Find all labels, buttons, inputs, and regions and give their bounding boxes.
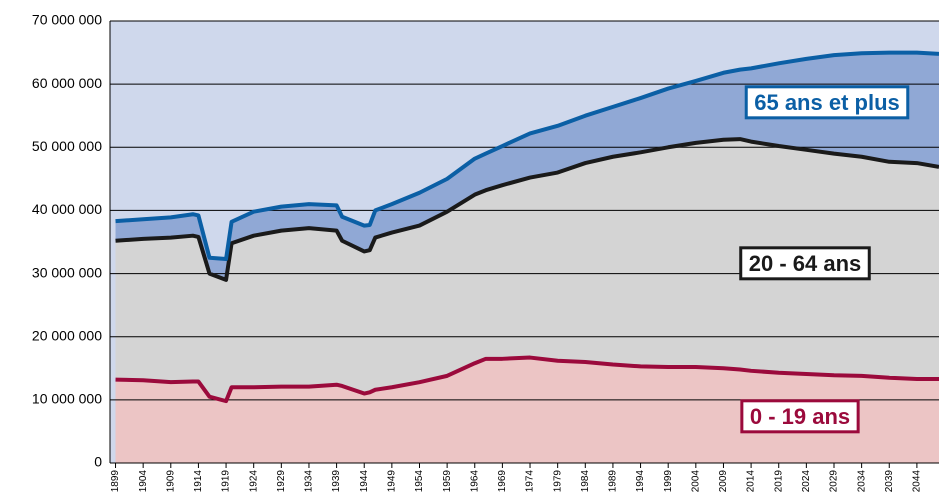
x-tick-label: 2024: [801, 470, 812, 493]
x-tick-label: 1964: [469, 470, 480, 493]
x-tick-label: 1969: [497, 470, 508, 493]
x-tick-label: 2019: [773, 470, 784, 493]
y-tick-label: 20 000 000: [32, 327, 102, 343]
y-tick-label: 60 000 000: [32, 75, 102, 91]
series-label: 65 ans et plus: [744, 85, 910, 120]
y-tick-label: 10 000 000: [32, 391, 102, 407]
x-tick-label: 1954: [414, 470, 425, 493]
series-label-box: [740, 399, 860, 434]
x-tick-label: 1999: [663, 470, 674, 493]
x-tick-label: 1919: [221, 470, 232, 493]
series-label: 0 - 19 ans: [740, 399, 860, 434]
series-label-box: [739, 246, 871, 281]
x-tick-label: 1959: [442, 470, 453, 493]
y-tick-label: 0: [94, 454, 102, 470]
x-tick-label: 1939: [331, 470, 342, 493]
x-tick-label: 2039: [884, 470, 895, 493]
x-tick-label: 2034: [856, 470, 867, 493]
series-label-text: 65 ans et plus: [754, 90, 900, 115]
series-label-text: 0 - 19 ans: [750, 404, 850, 429]
x-tick-label: 1989: [608, 470, 619, 493]
series-line: [115, 137, 939, 282]
series-label-box: [744, 85, 910, 120]
series-line: [115, 50, 939, 262]
x-tick-label: 1914: [193, 470, 204, 493]
x-tick-label: 1934: [304, 470, 315, 493]
series-label-text: 20 - 64 ans: [749, 251, 862, 276]
x-tick-label: 1899: [110, 470, 121, 493]
x-tick-label: 1904: [138, 470, 149, 493]
x-tick-label: 1924: [248, 470, 259, 493]
area: [115, 357, 939, 463]
y-tick-label: 50 000 000: [32, 138, 102, 154]
x-tick-label: 2044: [912, 470, 923, 493]
y-tick-label: 30 000 000: [32, 264, 102, 280]
x-tick-label: 1984: [580, 470, 591, 493]
y-tick-label: 40 000 000: [32, 201, 102, 217]
x-tick-label: 1929: [276, 470, 287, 493]
area: [115, 52, 939, 280]
series-label: 20 - 64 ans: [739, 246, 871, 281]
x-tick-label: 1909: [165, 470, 176, 493]
x-tick-label: 1974: [525, 470, 536, 493]
x-tick-label: 1979: [552, 470, 563, 493]
x-tick-label: 1949: [387, 470, 398, 493]
x-tick-label: 1994: [635, 470, 646, 493]
x-tick-label: 2029: [829, 470, 840, 493]
x-tick-label: 2009: [718, 470, 729, 493]
x-tick-label: 2014: [746, 470, 757, 493]
x-tick-label: 1944: [359, 470, 370, 493]
series-line: [115, 355, 939, 404]
y-tick-label: 70 000 000: [32, 12, 102, 28]
area: [115, 139, 939, 402]
x-tick-label: 2004: [690, 470, 701, 493]
